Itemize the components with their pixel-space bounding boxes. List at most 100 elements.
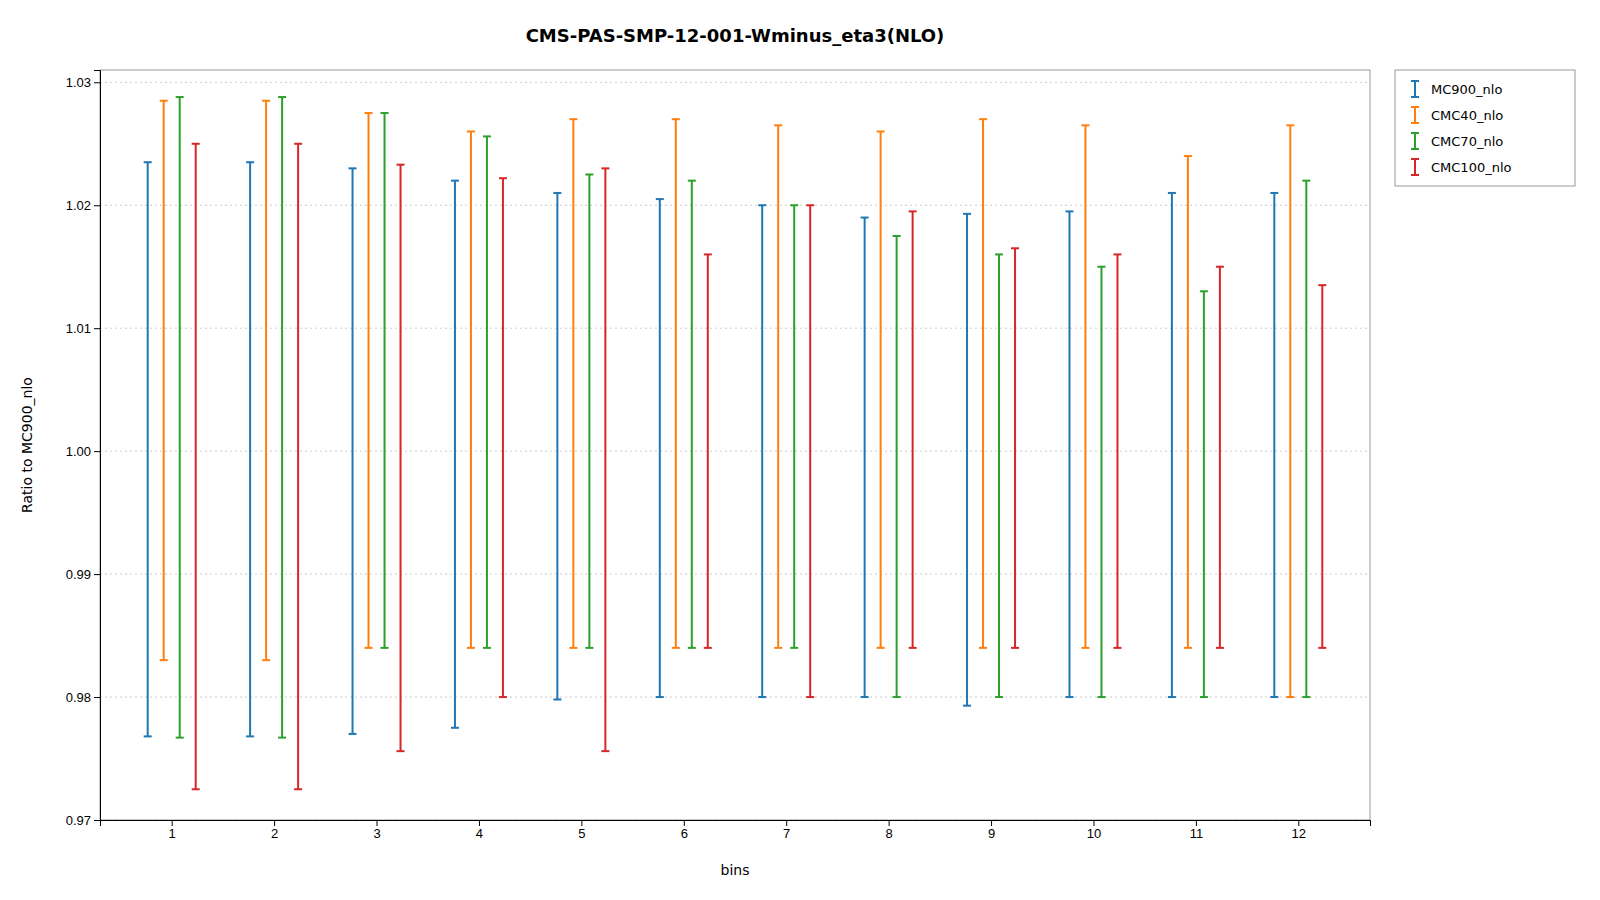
error-bar-cap-bottom — [365, 647, 373, 649]
legend-swatch — [1414, 159, 1416, 175]
error-bar — [806, 205, 814, 697]
error-bar-line — [707, 254, 709, 647]
error-bar — [262, 101, 270, 660]
legend-label: CMC40_nlo — [1431, 108, 1503, 123]
error-bar-line — [1014, 248, 1016, 648]
error-bar-line — [1273, 193, 1275, 697]
tick-mark — [94, 451, 100, 452]
error-bar-cap-top — [1113, 253, 1121, 255]
tick-label: 1.03 — [66, 75, 91, 90]
error-bar-line — [384, 113, 386, 648]
error-bar — [909, 211, 917, 647]
error-bar-cap-top — [246, 161, 254, 163]
error-bar — [1318, 285, 1326, 648]
error-bar-cap-bottom — [294, 788, 302, 790]
error-bar-cap-bottom — [1081, 647, 1089, 649]
error-bar-line — [556, 193, 558, 700]
error-bar — [877, 131, 885, 647]
error-bar-line — [470, 131, 472, 647]
error-bar — [1302, 181, 1310, 697]
error-bar — [1270, 193, 1278, 697]
error-bar-cap-top — [861, 217, 869, 219]
tick: 1.00 — [66, 444, 100, 459]
error-bar-cap-top — [995, 253, 1003, 255]
error-bar — [979, 119, 987, 648]
error-bar-cap-bottom — [688, 647, 696, 649]
tick-mark — [581, 820, 582, 826]
error-bar-line — [502, 178, 504, 697]
error-bar — [672, 119, 680, 648]
error-bar-cap-top — [278, 96, 286, 98]
error-bar-cap-top — [1302, 180, 1310, 182]
error-bar-cap-bottom — [349, 733, 357, 735]
error-bar-cap-top — [601, 167, 609, 169]
error-bar-cap-top — [467, 130, 475, 132]
tick: 5 — [578, 820, 585, 841]
error-bar-cap-bottom — [1318, 647, 1326, 649]
grid-line — [100, 451, 1370, 452]
error-bar-cap-bottom — [192, 788, 200, 790]
error-bar — [1200, 291, 1208, 697]
legend-item: CMC100_nlo — [1411, 159, 1512, 175]
title: CMS-PAS-SMP-12-001-Wminus_eta3(NLO) — [526, 25, 945, 46]
tick-label: 2 — [271, 826, 278, 841]
error-bar-cap-bottom — [144, 735, 152, 737]
tick-mark — [1196, 820, 1197, 826]
tick-mark — [94, 82, 100, 83]
error-bar-cap-bottom — [861, 696, 869, 698]
error-bar-cap-top — [451, 180, 459, 182]
error-bar-cap-top — [1097, 266, 1105, 268]
error-bar-line — [1321, 285, 1323, 648]
error-bar — [349, 168, 357, 734]
tick: 12 — [1292, 820, 1306, 841]
error-bar-line — [1305, 181, 1307, 697]
error-bar-cap-top — [365, 112, 373, 114]
error-bar — [1011, 248, 1019, 648]
error-bar-cap-bottom — [569, 647, 577, 649]
tick: 7 — [783, 820, 790, 841]
error-bar-cap-top — [893, 235, 901, 237]
error-bar-cap-bottom — [553, 699, 561, 701]
tick: 8 — [886, 820, 893, 841]
tick: 1 — [169, 820, 176, 841]
error-bar — [294, 144, 302, 789]
error-bar-cap-bottom — [656, 696, 664, 698]
error-bar-cap-bottom — [278, 737, 286, 739]
legend-swatch — [1411, 96, 1419, 98]
error-bar-cap-bottom — [160, 659, 168, 661]
error-bar — [688, 181, 696, 648]
series — [144, 162, 1279, 736]
error-bar-line — [659, 199, 661, 697]
grid-line — [100, 697, 1370, 698]
legend-item: MC900_nlo — [1411, 81, 1502, 97]
error-bar-cap-bottom — [1286, 696, 1294, 698]
error-bar-cap-bottom — [1302, 696, 1310, 698]
tick: 0.97 — [66, 813, 100, 828]
tick-mark — [479, 820, 480, 826]
error-bar-cap-bottom — [704, 647, 712, 649]
grid-line — [100, 205, 1370, 206]
legend-swatch — [1411, 148, 1419, 150]
legend: MC900_nloCMC40_nloCMC70_nloCMC100_nlo — [1395, 70, 1575, 186]
tick-label: 8 — [886, 826, 893, 841]
series — [192, 144, 1327, 789]
error-bar-cap-bottom — [499, 696, 507, 698]
tick-label: 5 — [578, 826, 585, 841]
tick: 3 — [373, 820, 380, 841]
error-bar-cap-bottom — [397, 750, 405, 752]
error-bar — [1097, 267, 1105, 697]
error-bar-line — [1171, 193, 1173, 697]
legend-box — [1395, 70, 1575, 186]
series — [176, 97, 1311, 738]
tick: 4 — [476, 820, 483, 841]
error-bar-cap-top — [192, 143, 200, 145]
tick-label: 1.01 — [66, 321, 91, 336]
error-bar-cap-top — [1216, 266, 1224, 268]
error-bar-cap-bottom — [1097, 696, 1105, 698]
error-bar-cap-top — [790, 204, 798, 206]
tick-mark — [1093, 820, 1094, 826]
error-bar-cap-bottom — [1113, 647, 1121, 649]
error-bar-line — [777, 125, 779, 648]
error-bar-cap-top — [176, 96, 184, 98]
legend-swatch — [1411, 158, 1419, 160]
